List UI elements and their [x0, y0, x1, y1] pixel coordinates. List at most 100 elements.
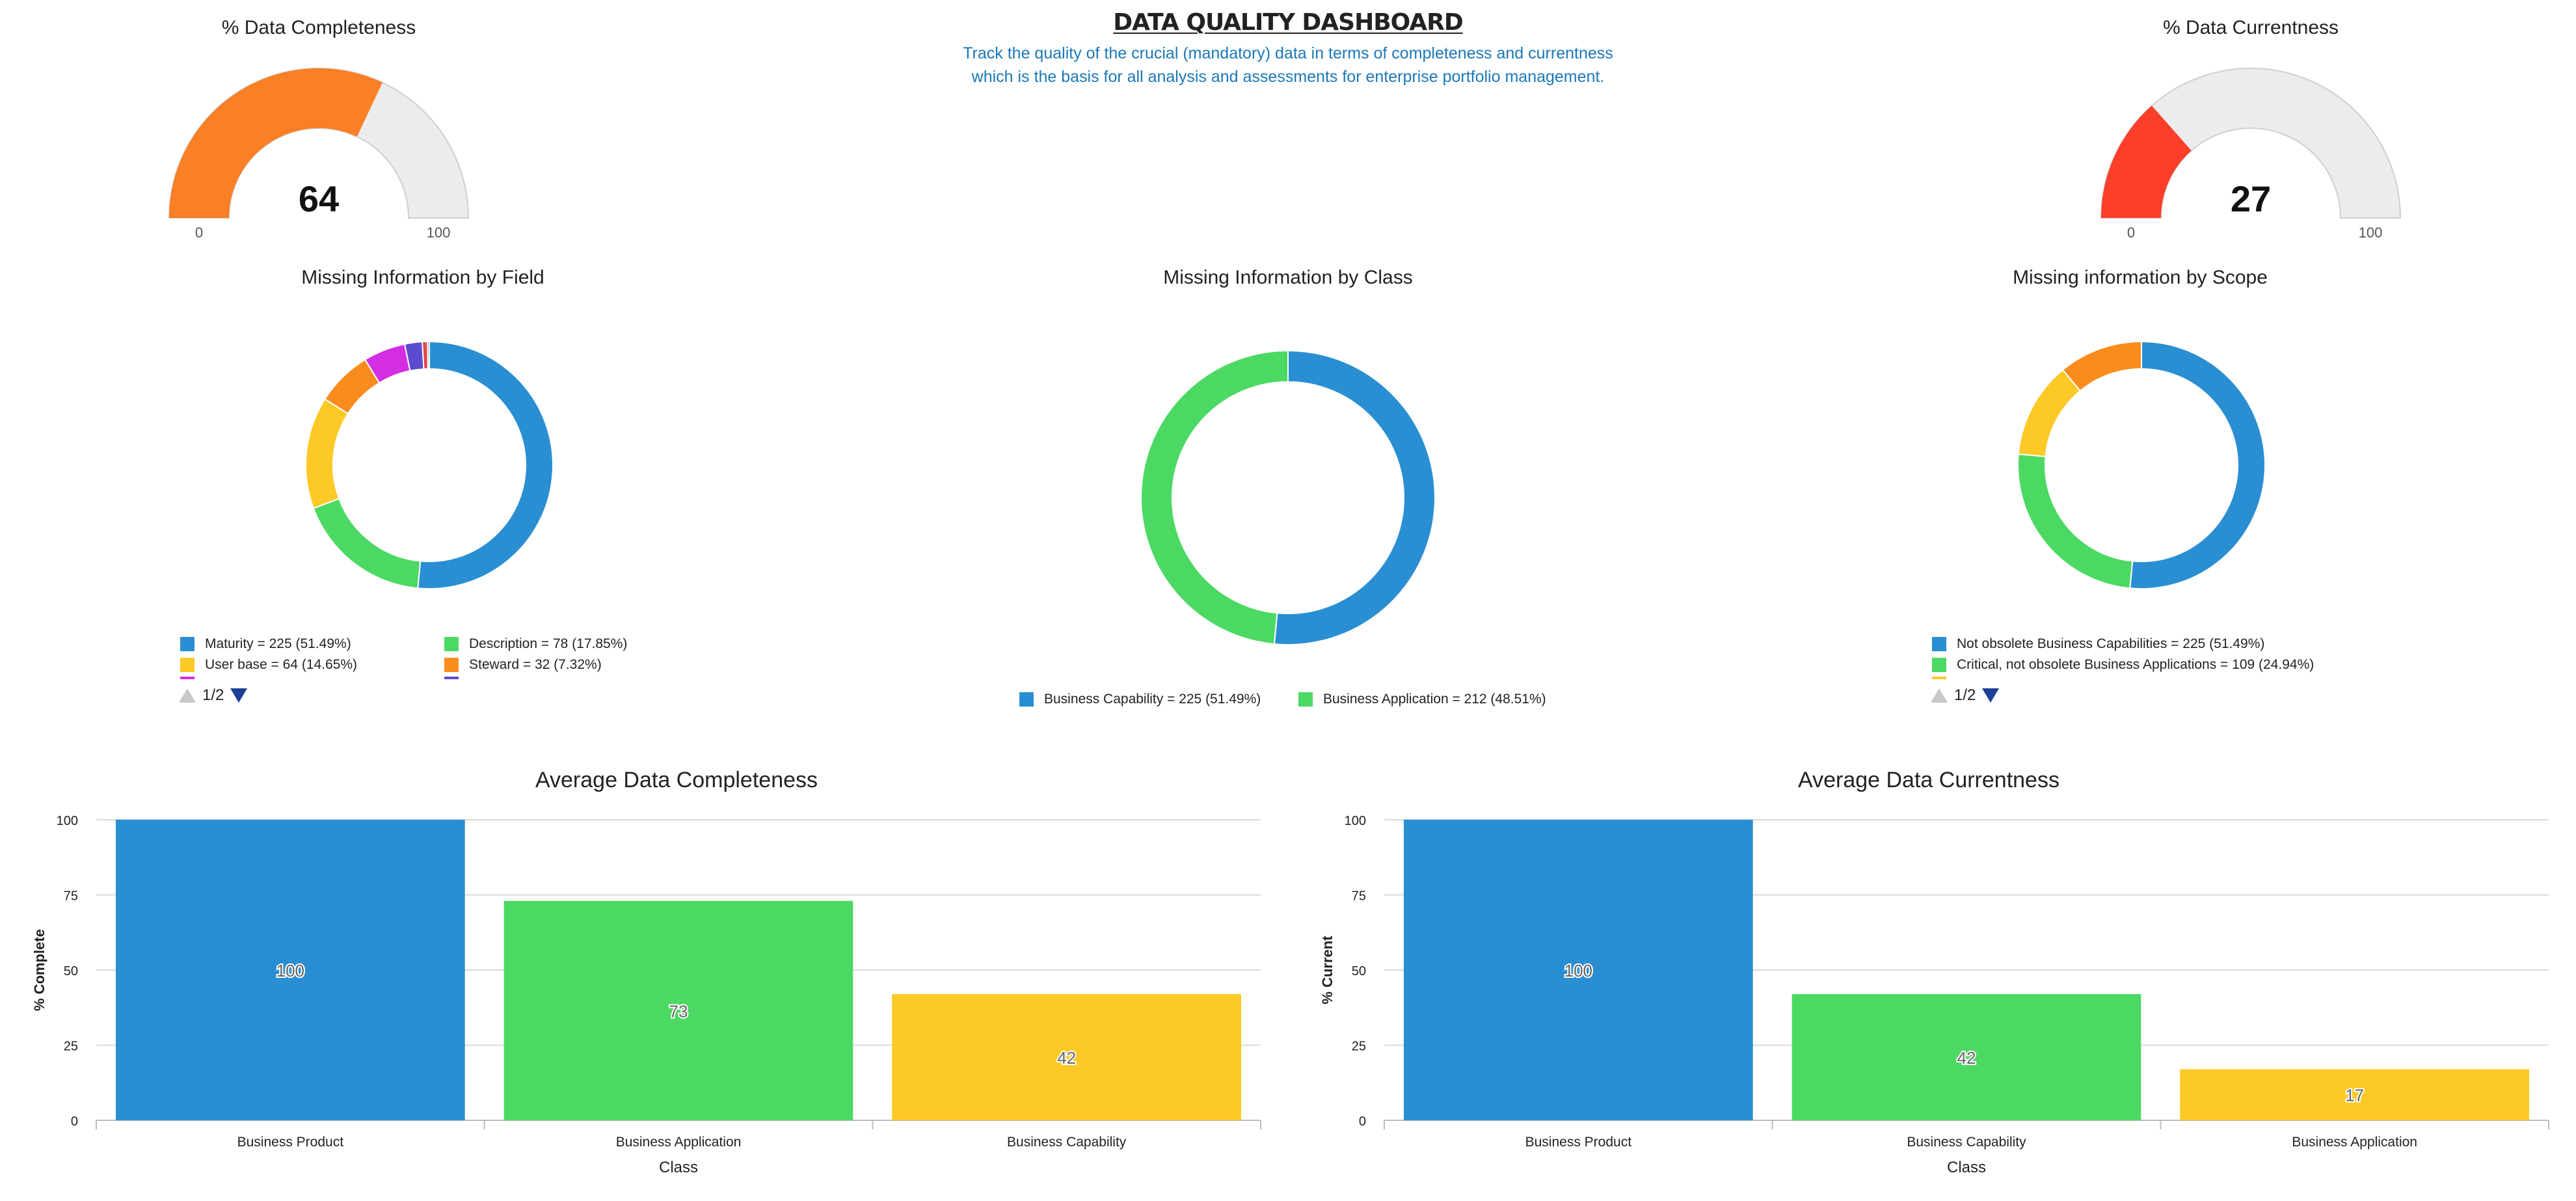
donut-slice: [2129, 340, 2266, 589]
legend-item-maturity[interactable]: Maturity = 225 (51.49%): [180, 636, 351, 652]
legend-swatch: [1932, 658, 1946, 672]
y-tick-label: 25: [64, 1040, 78, 1054]
bar-value-label: 100: [276, 961, 304, 980]
bar: [1404, 820, 1753, 1120]
gauge-completeness-title: % Data Completeness: [221, 17, 416, 38]
bar-value-label: 100: [1564, 961, 1592, 980]
pager-up-icon: [1931, 688, 1948, 703]
bar-value-label: 42: [1057, 1048, 1076, 1068]
donut-scope: [2017, 340, 2266, 589]
bar-completeness-title: Average Data Completeness: [535, 768, 818, 792]
donut-slice: [1140, 349, 1289, 645]
y-tick-label: 100: [1345, 814, 1366, 828]
donut-slice: [305, 398, 349, 509]
legend-swatch: [1298, 692, 1313, 707]
gauge-value-arc: [2101, 105, 2192, 218]
legend-item-business-application[interactable]: Business Application = 212 (48.51%): [1298, 692, 1546, 707]
x-tick-label: Business Application: [2292, 1135, 2417, 1150]
y-tick-label: 75: [1352, 889, 1366, 904]
donut-slice: [427, 340, 430, 370]
y-tick-label: 0: [71, 1114, 78, 1129]
gauge-track: [2100, 68, 2402, 219]
y-tick-label: 75: [64, 889, 78, 904]
donut-class-title: Missing Information by Class: [1163, 267, 1413, 288]
dashboard-subtitle-line2: which is the basis for all analysis and …: [971, 68, 1605, 86]
legend-item-not-obsolete-capabilities[interactable]: Not obsolete Business Capabilities = 225…: [1932, 636, 2264, 652]
bar-currentness-title: Average Data Currentness: [1798, 768, 2059, 792]
legend-label: Business Application = 212 (48.51%): [1323, 692, 1546, 707]
gauge-currentness: 27 0 100: [2100, 68, 2402, 241]
legend-label: Steward = 32 (7.32%): [469, 657, 602, 672]
pager-label: 1/2: [202, 686, 224, 704]
bar-value-label: 73: [669, 1001, 688, 1021]
legend-item-business-capability[interactable]: Business Capability = 225 (51.49%): [1019, 692, 1261, 707]
legend-item-critical-applications[interactable]: Critical, not obsolete Business Applicat…: [1932, 657, 2314, 673]
legend-truncated-marker: [1932, 677, 1946, 679]
bar-value-label: 17: [2345, 1086, 2364, 1105]
bar-chart-completeness: 0 25 50 75 100 100 Business Product 73 Business …: [31, 814, 1261, 1176]
bar-chart-currentness: 0 25 50 75 100 100 Business Product 42 Business …: [1319, 814, 2549, 1176]
pager-label: 1/2: [1954, 686, 1976, 704]
y-axis-title: % Complete: [31, 929, 47, 1011]
donut-slice: [1273, 349, 1436, 645]
legend-truncated-marker: [444, 677, 459, 679]
x-tick-label: Business Capability: [1907, 1135, 2026, 1150]
legend-swatch: [180, 637, 195, 651]
legend-label: User base = 64 (14.65%): [205, 657, 358, 672]
legend-item-description[interactable]: Description = 78 (17.85%): [444, 636, 627, 652]
y-tick-label: 0: [1359, 1114, 1366, 1129]
y-tick-label: 25: [1352, 1040, 1366, 1054]
gauge-currentness-title: % Data Currentness: [2162, 17, 2339, 38]
x-tick-label: Business Product: [237, 1135, 344, 1150]
bar: [503, 900, 853, 1120]
y-tick-label: 50: [1352, 964, 1366, 978]
legend-swatch: [180, 658, 195, 672]
x-tick-label: Business Capability: [1007, 1135, 1127, 1150]
y-tick-label: 50: [64, 964, 78, 978]
donut-class: [1140, 349, 1436, 645]
donut-scope-title: Missing information by Scope: [2013, 267, 2268, 288]
bar-value-label: 42: [1957, 1048, 1976, 1068]
donut-slice: [417, 340, 554, 589]
pager-down-icon[interactable]: [230, 688, 248, 703]
legend-swatch: [444, 658, 459, 672]
gauge-completeness: 64 0 100: [168, 68, 470, 241]
legend-truncated-marker: [180, 677, 195, 679]
legend-swatch: [1019, 692, 1034, 707]
x-axis-title: Class: [659, 1159, 698, 1176]
bar: [1791, 993, 2141, 1120]
donut-slice: [312, 498, 422, 589]
donut-slice: [2061, 340, 2142, 392]
legend-label: Critical, not obsolete Business Applicat…: [1957, 657, 2314, 672]
legend-label: Not obsolete Business Capabilities = 225…: [1957, 636, 2265, 651]
dashboard-title: DATA QUALITY DASHBOARD: [1113, 9, 1464, 36]
bar: [116, 820, 465, 1120]
legend-item-steward[interactable]: Steward = 32 (7.32%): [444, 657, 602, 673]
donut-field: [305, 340, 554, 589]
legend-label: Business Capability = 225 (51.49%): [1044, 692, 1261, 707]
bar: [2180, 1069, 2529, 1120]
donut-field-title: Missing Information by Field: [301, 267, 544, 288]
gauge-value-label: 27: [2231, 178, 2271, 219]
legend-item-user-base[interactable]: User base = 64 (14.65%): [180, 657, 357, 673]
gauge-max-label: 100: [427, 224, 451, 241]
legend-label: Description = 78 (17.85%): [469, 636, 628, 651]
pager-down-icon[interactable]: [1982, 688, 2000, 703]
gauge-value-arc: [169, 68, 382, 218]
legend-pager-field: 1/2: [179, 686, 248, 705]
dashboard-subtitle-line1: Track the quality of the crucial (mandat…: [963, 44, 1613, 62]
x-axis-title: Class: [1947, 1159, 1986, 1176]
legend-swatch: [1932, 637, 1946, 651]
gauge-min-label: 0: [2127, 224, 2135, 241]
legend-pager-scope: 1/2: [1931, 686, 2000, 705]
gauge-min-label: 0: [195, 224, 203, 241]
pager-up-icon: [179, 688, 196, 703]
gauge-value-label: 64: [299, 178, 339, 219]
y-tick-label: 100: [57, 814, 78, 828]
gauge-max-label: 100: [2359, 224, 2383, 241]
legend-swatch: [444, 637, 459, 651]
bar: [892, 993, 1241, 1120]
x-tick-label: Business Application: [616, 1135, 742, 1150]
donut-slice: [2017, 453, 2134, 589]
legend-label: Maturity = 225 (51.49%): [205, 636, 351, 651]
